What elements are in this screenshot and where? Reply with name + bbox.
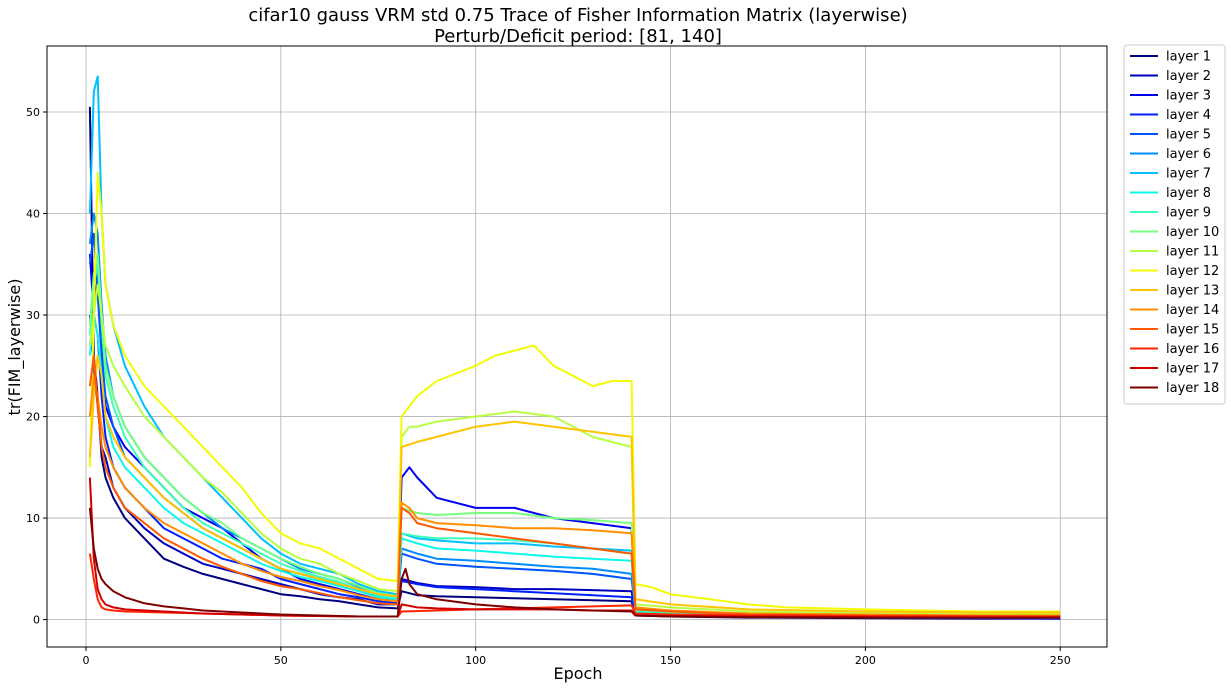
legend-label: layer 7: [1166, 167, 1211, 182]
series-line-layer-15: [88, 354, 1061, 618]
legend-label: layer 11: [1166, 245, 1219, 260]
y-axis-label: tr(FIM_layerwise): [5, 279, 25, 416]
legend-label: layer 1: [1166, 50, 1211, 65]
x-tick-label: 0: [82, 654, 89, 667]
legend-label: layer 16: [1166, 342, 1219, 357]
legend-label: layer 10: [1166, 225, 1219, 240]
series-line-layer-11: [88, 283, 1061, 616]
y-tick-label: 40: [26, 208, 40, 221]
chart-title: cifar10 gauss VRM std 0.75 Trace of Fish…: [248, 5, 907, 26]
series-line-layer-6: [88, 212, 1061, 619]
x-tick-label: 100: [465, 654, 486, 667]
legend-label: layer 2: [1166, 69, 1211, 84]
series-line-layer-12: [88, 171, 1061, 613]
legend-label: layer 18: [1166, 381, 1219, 396]
x-tick-label: 250: [1050, 654, 1071, 667]
legend-label: layer 14: [1166, 303, 1219, 318]
x-axis-ticks: 0 50 100 150 200 250: [82, 647, 1071, 667]
legend-label: layer 6: [1166, 147, 1211, 162]
plot-area-frame: [46, 45, 1108, 648]
legend-label: layer 12: [1166, 264, 1219, 279]
legend-label: layer 3: [1166, 89, 1211, 104]
y-tick-label: 10: [26, 512, 40, 525]
x-tick-label: 200: [855, 654, 876, 667]
legend-label: layer 13: [1166, 284, 1219, 299]
chart-subtitle: Perturb/Deficit period: [81, 140]: [434, 26, 722, 47]
legend-label: layer 8: [1166, 186, 1211, 201]
y-axis-ticks: 0 10 20 30 40 50: [26, 106, 47, 627]
y-tick-label: 50: [26, 106, 40, 119]
series-line-layer-18: [88, 507, 1061, 619]
y-tick-label: 20: [26, 411, 40, 424]
series-line-layer-3: [88, 254, 1061, 620]
series-line-layer-9: [88, 263, 1061, 619]
plot-lines: [88, 75, 1061, 620]
legend-label: layer 17: [1166, 362, 1219, 377]
y-tick-label: 30: [26, 309, 40, 322]
grid: [47, 46, 1107, 647]
x-tick-label: 150: [660, 654, 681, 667]
legend-label: layer 4: [1166, 108, 1211, 123]
x-axis-label: Epoch: [554, 664, 603, 683]
y-tick-label: 0: [33, 614, 40, 627]
series-line-layer-14: [88, 374, 1061, 617]
legend: layer 1 layer 2 layer 3 layer 4 layer 5 layer…: [1123, 44, 1226, 405]
legend-label: layer 5: [1166, 128, 1211, 143]
series-line-layer-13: [88, 354, 1061, 614]
legend-label: layer 15: [1166, 323, 1219, 338]
legend-label: layer 9: [1166, 206, 1211, 221]
series-line-layer-1: [88, 106, 1061, 620]
x-tick-label: 50: [274, 654, 288, 667]
